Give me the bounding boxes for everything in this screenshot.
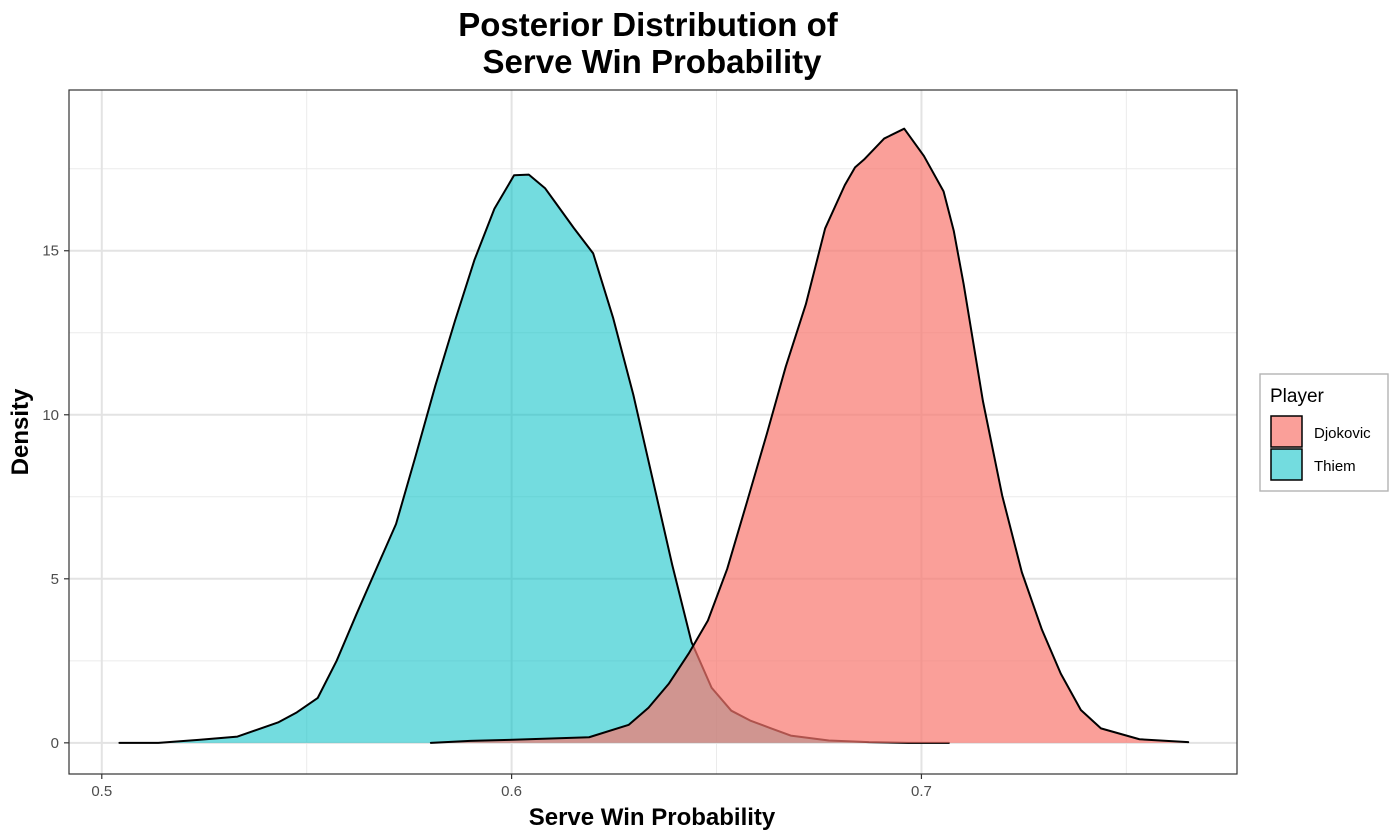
legend-key-djokovic — [1270, 415, 1303, 448]
plot-border — [68, 89, 1238, 775]
y-axis: 0 5 10 15 — [42, 243, 69, 752]
density-series — [118, 127, 1190, 744]
y-tick-label: 5 — [51, 571, 59, 588]
legend-label-thiem: Thiem — [1314, 458, 1356, 475]
plot-panel — [68, 89, 1238, 775]
y-tick-label: 15 — [42, 243, 59, 260]
y-axis-title: Density — [7, 388, 34, 475]
density-area-djokovic — [430, 128, 1189, 743]
chart-title: Posterior Distribution of Serve Win Prob… — [458, 6, 839, 80]
y-tick-label: 10 — [42, 407, 59, 424]
chart-title-line-2: Serve Win Probability — [483, 43, 823, 80]
x-tick-label: 0.6 — [501, 783, 522, 800]
x-tick-label: 0.5 — [91, 783, 112, 800]
chart-title-line-1: Posterior Distribution of — [458, 6, 839, 43]
x-tick-label: 0.7 — [911, 783, 932, 800]
x-axis-title: Serve Win Probability — [529, 804, 776, 831]
legend-key-thiem — [1270, 448, 1303, 481]
legend-label-djokovic: Djokovic — [1314, 425, 1371, 442]
legend-title: Player — [1270, 386, 1325, 407]
legend: Player Djokovic Thiem — [1259, 373, 1389, 492]
density-area-thiem — [119, 174, 949, 743]
y-tick-label: 0 — [51, 735, 59, 752]
x-axis: 0.5 0.6 0.7 — [91, 774, 932, 800]
series-djokovic — [429, 127, 1190, 744]
density-line-djokovic — [429, 127, 1190, 744]
